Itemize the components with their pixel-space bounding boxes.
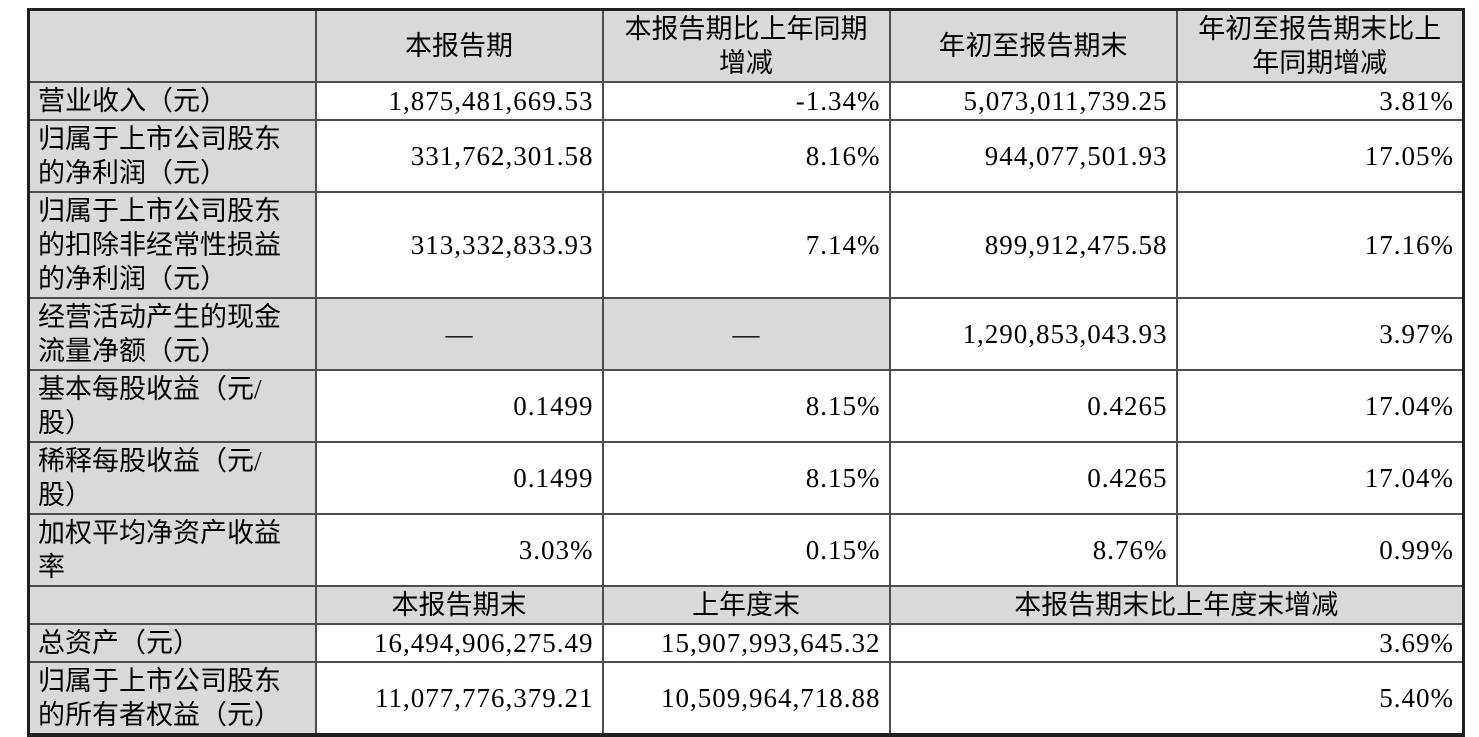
ytd-cell: 0.4265 (888, 441, 1178, 515)
current-change-cell: 8.15% (601, 369, 891, 443)
row-label-cell: 归属于上市公司股东 的净利润（元） (27, 119, 317, 193)
period-end-change-cell: 5.40% (888, 661, 1465, 736)
row-label-cell: 归属于上市公司股东 的扣除非经常性损益 的净利润（元） (27, 191, 317, 299)
row-label-cell: 总资产（元） (27, 623, 317, 663)
table-row-total-assets: 总资产（元） 16,494,906,275.49 15,907,993,645.… (27, 623, 1465, 663)
table-row-weighted-avg-roe: 加权平均净资产收益 率 3.03% 0.15% 8.76% 0.99% (27, 513, 1465, 587)
table-row-net-profit: 归属于上市公司股东 的净利润（元） 331,762,301.58 8.16% 9… (27, 119, 1465, 193)
header-ytd: 年初至报告期末 (888, 8, 1178, 83)
row-label-cell: 基本每股收益（元/ 股） (27, 369, 317, 443)
ytd-change-cell: 3.97% (1175, 297, 1465, 371)
period-end-change-cell: 3.69% (888, 623, 1465, 663)
ytd-cell: 944,077,501.93 (888, 119, 1178, 193)
ytd-change-cell: 17.04% (1175, 441, 1465, 515)
header-current-period-change: 本报告期比上年同期 增减 (601, 8, 891, 83)
end-of-last-year-cell: 10,509,964,718.88 (601, 661, 891, 736)
ytd-cell: 1,290,853,043.93 (888, 297, 1178, 371)
header-end-of-last-year: 上年度末 (601, 585, 891, 625)
period-header-row: 本报告期 本报告期比上年同期 增减 年初至报告期末 年初至报告期末比上 年同期增… (27, 8, 1465, 83)
current-change-cell: 0.15% (601, 513, 891, 587)
end-of-last-year-cell: 15,907,993,645.32 (601, 623, 891, 663)
current-change-cell: 7.14% (601, 191, 891, 299)
header-end-of-period: 本报告期末 (314, 585, 604, 625)
ytd-cell: 0.4265 (888, 369, 1178, 443)
current-period-cell: 0.1499 (314, 441, 604, 515)
ytd-change-cell: 0.99% (1175, 513, 1465, 587)
current-period-cell: 0.1499 (314, 369, 604, 443)
table-row-diluted-eps: 稀释每股收益（元/ 股） 0.1499 8.15% 0.4265 17.04% (27, 441, 1465, 515)
current-change-cell: 8.16% (601, 119, 891, 193)
table-row-net-profit-excl-nonrecurring: 归属于上市公司股东 的扣除非经常性损益 的净利润（元） 313,332,833.… (27, 191, 1465, 299)
table-row-operating-revenue: 营业收入（元） 1,875,481,669.53 -1.34% 5,073,01… (27, 81, 1465, 121)
table-row-operating-cash-flow: 经营活动产生的现金 流量净额（元） — — 1,290,853,043.93 3… (27, 297, 1465, 371)
ytd-change-cell: 17.05% (1175, 119, 1465, 193)
row-label-cell: 稀释每股收益（元/ 股） (27, 441, 317, 515)
current-period-cell: 1,875,481,669.53 (314, 81, 604, 121)
ytd-change-cell: 3.81% (1175, 81, 1465, 121)
end-of-period-cell: 11,077,776,379.21 (314, 661, 604, 736)
current-period-cell: 3.03% (314, 513, 604, 587)
current-change-cell: -1.34% (601, 81, 891, 121)
current-period-cell: 313,332,833.93 (314, 191, 604, 299)
header-current-period: 本报告期 (314, 8, 604, 83)
table-row-basic-eps: 基本每股收益（元/ 股） 0.1499 8.15% 0.4265 17.04% (27, 369, 1465, 443)
corner-cell (27, 8, 317, 83)
ytd-change-cell: 17.16% (1175, 191, 1465, 299)
current-change-cell: 8.15% (601, 441, 891, 515)
ytd-cell: 8.76% (888, 513, 1178, 587)
row-label-cell: 加权平均净资产收益 率 (27, 513, 317, 587)
row-label-cell: 经营活动产生的现金 流量净额（元） (27, 297, 317, 371)
corner-cell (27, 585, 317, 625)
current-period-cell: — (314, 297, 604, 371)
row-label-cell: 归属于上市公司股东 的所有者权益（元） (27, 661, 317, 736)
end-of-period-cell: 16,494,906,275.49 (314, 623, 604, 663)
ytd-cell: 5,073,011,739.25 (888, 81, 1178, 121)
header-period-end-change: 本报告期末比上年度末增减 (888, 585, 1465, 625)
balance-header-row: 本报告期末 上年度末 本报告期末比上年度末增减 (27, 585, 1465, 625)
current-change-cell: — (601, 297, 891, 371)
current-period-cell: 331,762,301.58 (314, 119, 604, 193)
row-label-cell: 营业收入（元） (27, 81, 317, 121)
ytd-cell: 899,912,475.58 (888, 191, 1178, 299)
header-ytd-change: 年初至报告期末比上 年同期增减 (1175, 8, 1465, 83)
financial-summary-table: 本报告期 本报告期比上年同期 增减 年初至报告期末 年初至报告期末比上 年同期增… (27, 8, 1465, 737)
ytd-change-cell: 17.04% (1175, 369, 1465, 443)
table-row-equity-attributable-to-shareholders: 归属于上市公司股东 的所有者权益（元） 11,077,776,379.21 10… (27, 661, 1465, 736)
